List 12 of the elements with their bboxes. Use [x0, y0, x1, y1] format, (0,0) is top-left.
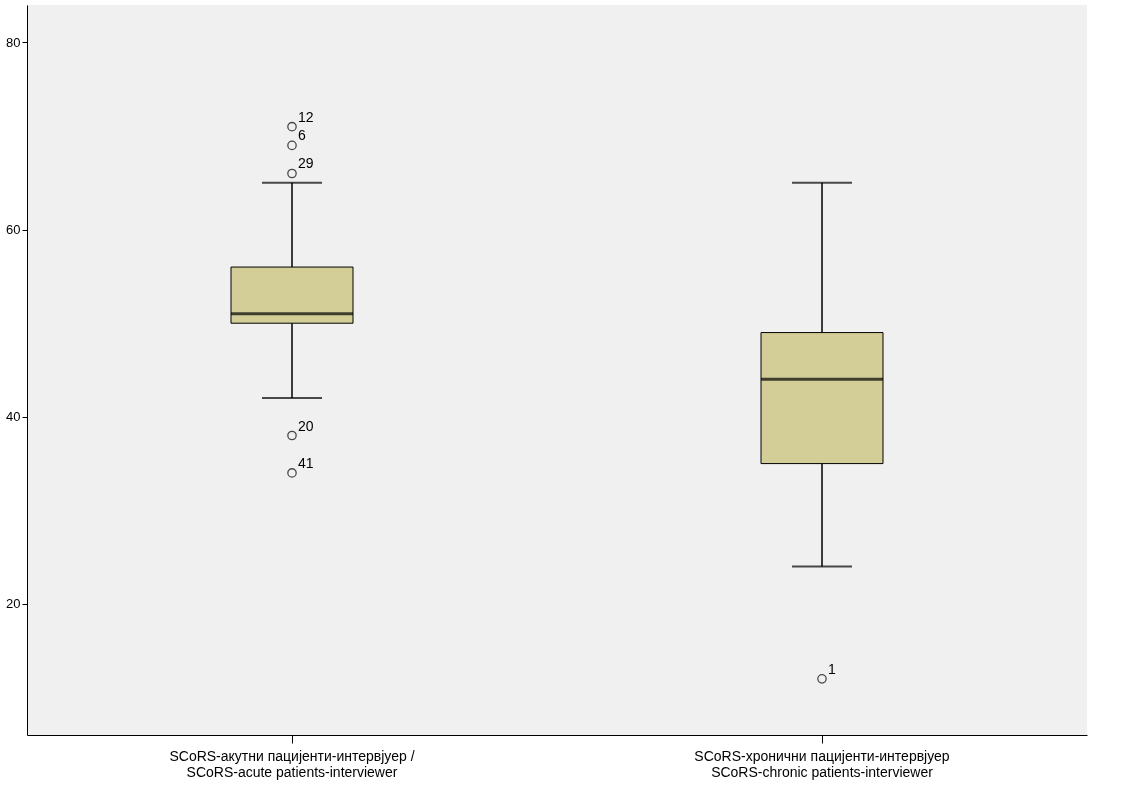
annotation: 1 — [828, 660, 836, 677]
y-tick-label: 80 — [6, 34, 21, 50]
annotation: 6 — [298, 127, 306, 144]
x-tick-label: SCoRS-акутни пацијенти-интервјуер / SCoRS-acute patients-interviewer — [169, 747, 415, 780]
annotation: 12 — [298, 108, 314, 125]
annotation: 29 — [298, 155, 314, 172]
annotation: 20 — [298, 417, 314, 434]
annotation: 41 — [298, 454, 314, 471]
y-tick-label: 40 — [6, 409, 21, 425]
y-tick-label: 20 — [6, 596, 21, 612]
x-tick-label: SCoRS-хронични пацијенти-интервјуер SCoRS-chronic patients-interviewer — [694, 747, 950, 780]
y-tick-label: 60 — [6, 222, 21, 238]
